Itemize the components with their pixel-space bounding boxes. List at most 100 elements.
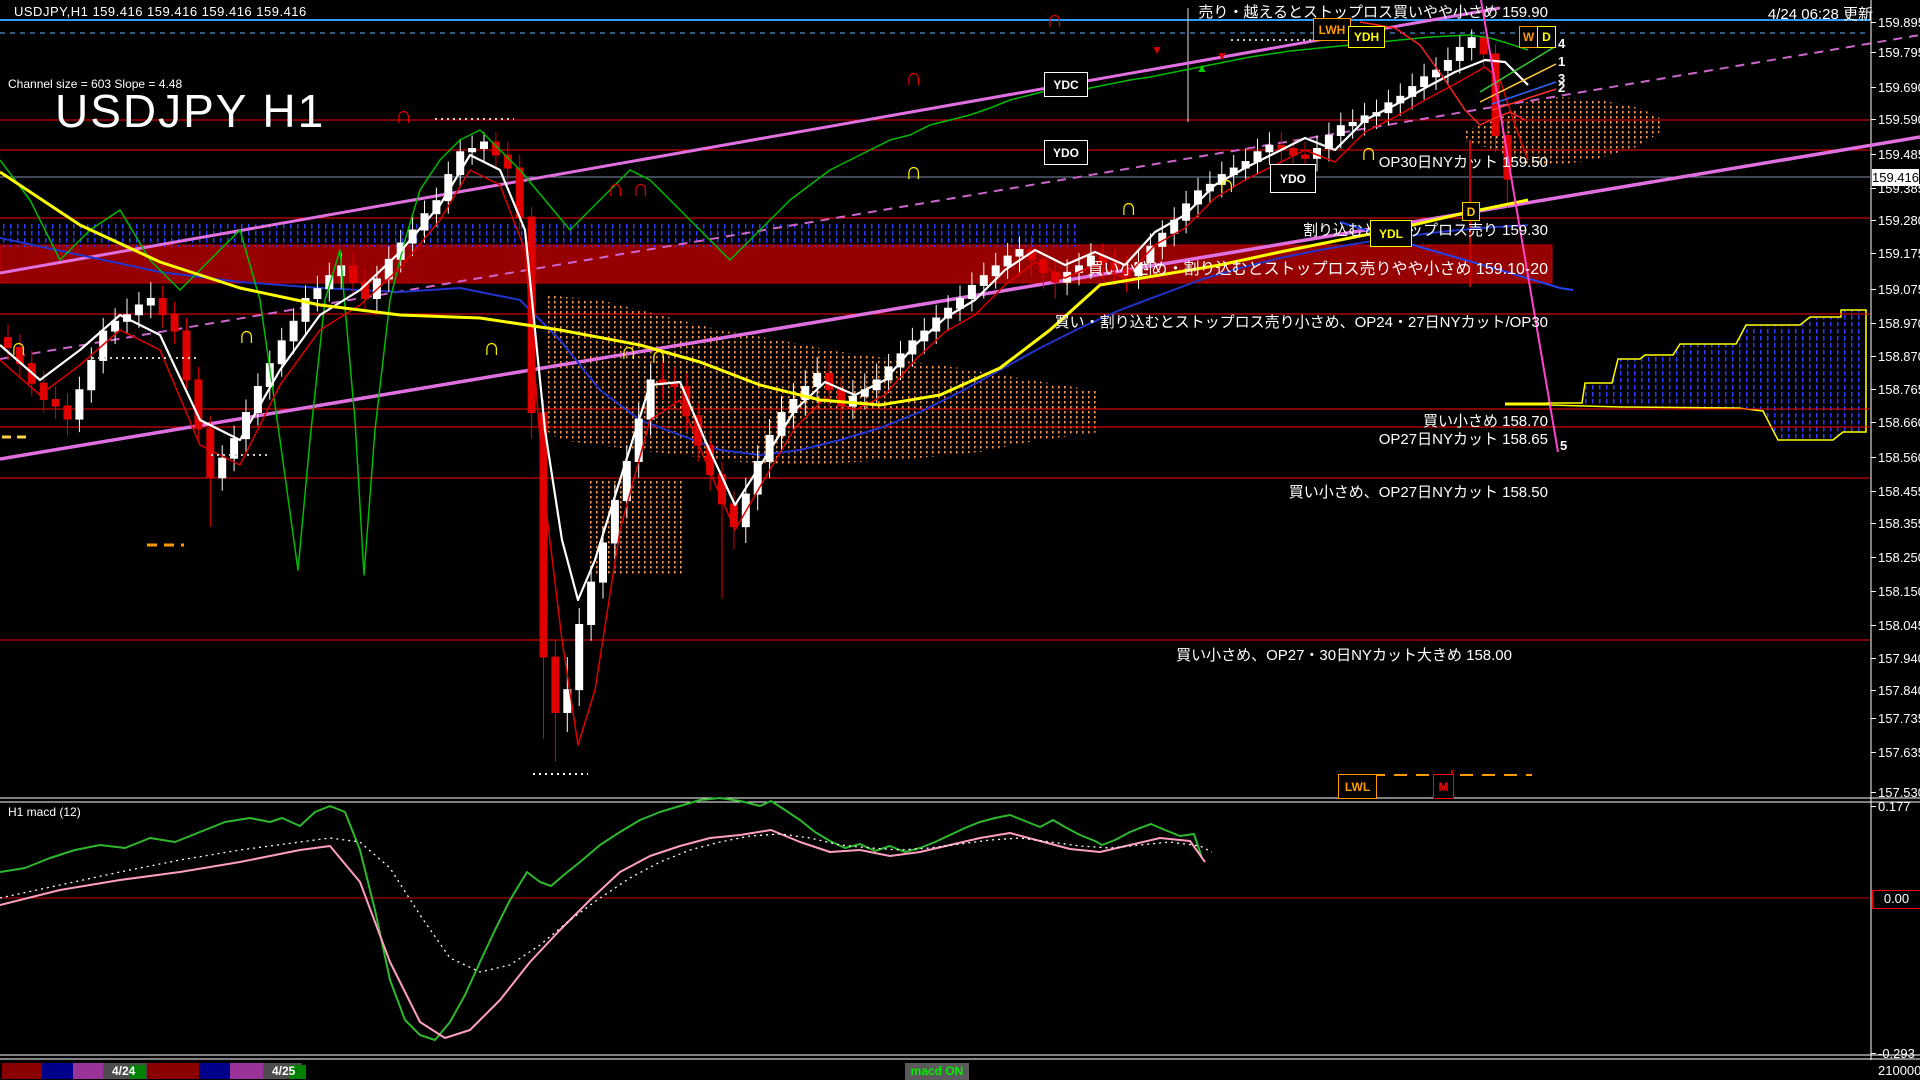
axis-tick	[1871, 323, 1876, 324]
candle-body	[1336, 125, 1345, 136]
axis-tick	[1871, 658, 1876, 659]
candle-body	[991, 265, 1000, 277]
blue-ma	[0, 224, 1529, 456]
kumo-blue-step	[1546, 309, 1867, 441]
price-axis-label: 159.075	[1871, 282, 1920, 297]
price-axis-label: 159.485	[1871, 147, 1920, 162]
sell-arrow-icon: ▼	[1216, 49, 1228, 63]
price-axis-label: 159.280	[1871, 213, 1920, 228]
level-tag-ydo[interactable]: YDO	[1044, 140, 1088, 165]
candle-body	[551, 656, 560, 713]
session-bar-segment	[199, 1063, 230, 1079]
level-tag-ydo[interactable]: YDO	[1270, 164, 1316, 193]
price-axis-label: 158.765	[1871, 382, 1920, 397]
axis-tick	[1871, 87, 1876, 88]
axis-tick	[1871, 523, 1876, 524]
price-axis-label: 158.870	[1871, 349, 1920, 364]
price-axis-label: 157.735	[1871, 711, 1920, 726]
green-envelope	[0, 34, 1529, 576]
level-tag-d[interactable]: D	[1462, 202, 1480, 221]
level-tag-m[interactable]: M	[1433, 774, 1454, 799]
kumo-mid-orange	[545, 295, 1100, 465]
channel-info-label: Channel size = 603 Slope = 4.48	[8, 77, 183, 91]
session-date-label: 4/24	[112, 1064, 136, 1078]
price-axis-label: 159.795	[1871, 45, 1920, 60]
omega-marker-yellow: ∩	[483, 334, 501, 361]
price-axis-label: 159.590	[1871, 112, 1920, 127]
macd-zero-tag: 0.00	[1872, 890, 1920, 909]
candle-body	[230, 438, 239, 459]
candle-body	[134, 304, 143, 316]
candle-body	[1265, 144, 1274, 153]
candle-body	[1110, 262, 1119, 270]
level-tag-d[interactable]: D	[1537, 26, 1556, 48]
candle-body	[765, 434, 774, 462]
session-date-chip	[289, 1065, 306, 1079]
axis-tick	[1871, 557, 1876, 558]
omega-marker-red: ∩	[905, 64, 923, 91]
candle-body	[99, 330, 108, 361]
axis-tick	[1871, 806, 1876, 807]
omega-marker-yellow: ∩	[650, 342, 668, 369]
channel-upper	[0, 6, 1501, 275]
omega-marker-yellow: ∩	[620, 338, 638, 365]
candle-body	[1301, 154, 1310, 159]
axis-tick	[1871, 752, 1876, 753]
price-axis-label: 157.530	[1871, 785, 1920, 800]
candle-body	[444, 174, 453, 202]
candle-body	[1348, 121, 1357, 127]
level-tag-ydh[interactable]: YDH	[1348, 26, 1385, 48]
macd-pink	[0, 829, 1206, 1039]
price-axis-label: 158.250	[1871, 550, 1920, 565]
kumo-blue-band	[0, 222, 1080, 247]
macd-toggle-button[interactable]: macd ON	[905, 1063, 969, 1080]
candle-body	[884, 366, 893, 381]
price-axis-label: 158.970	[1871, 316, 1920, 331]
candle-body	[1015, 249, 1024, 257]
supply-band	[0, 244, 1553, 284]
session-bar-segment	[230, 1063, 263, 1079]
axis-tick	[1871, 457, 1876, 458]
candle-body	[432, 200, 441, 215]
level-tag-ydc[interactable]: YDC	[1044, 72, 1088, 97]
axis-tick	[1871, 22, 1876, 23]
stub-1-orange	[1479, 63, 1557, 103]
candle-body	[1289, 148, 1298, 156]
candle-body	[575, 623, 584, 691]
candle-body	[1443, 59, 1452, 71]
stub-4-green	[1479, 45, 1557, 93]
line-number-label: 1	[1558, 54, 1566, 69]
trade-note: 売り・越えるとストップロス買いやや小さめ 159.90	[1198, 4, 1548, 21]
line-number-label: 5	[1560, 438, 1568, 453]
candle-body	[979, 275, 988, 286]
candle-body	[170, 314, 179, 332]
axis-tick	[1871, 491, 1876, 492]
level-tag-w[interactable]: W	[1519, 26, 1538, 48]
axis-tick	[1871, 52, 1876, 53]
candle-body	[1479, 37, 1488, 55]
axis-tick	[1871, 591, 1876, 592]
level-tag-ydl[interactable]: YDL	[1370, 220, 1412, 247]
sell-arrow-icon: ▼	[1151, 43, 1163, 57]
axis-tick	[1871, 220, 1876, 221]
candle-body	[75, 389, 84, 420]
level-tag-lwh[interactable]: LWH	[1313, 18, 1351, 41]
session-bar-segment	[2, 1063, 42, 1079]
red-top-curve	[1359, 21, 1526, 126]
candle-body	[194, 379, 203, 430]
candle-body	[289, 320, 298, 342]
session-date-chip	[129, 1065, 146, 1079]
symbol-ohlc-line: USDJPY,H1 159.416 159.416 159.416 159.41…	[14, 4, 307, 19]
axis-tick	[1871, 119, 1876, 120]
candle-body	[1182, 203, 1191, 221]
line-number-label: 4	[1558, 36, 1566, 51]
price-axis-label: 159.690	[1871, 80, 1920, 95]
stub-2-red	[1491, 88, 1557, 111]
price-axis-label: 158.355	[1871, 516, 1920, 531]
omega-marker-yellow: ∩	[238, 322, 256, 349]
candle-body	[158, 297, 167, 316]
level-tag-lwl[interactable]: LWL	[1338, 774, 1377, 799]
candle-body	[111, 320, 120, 332]
